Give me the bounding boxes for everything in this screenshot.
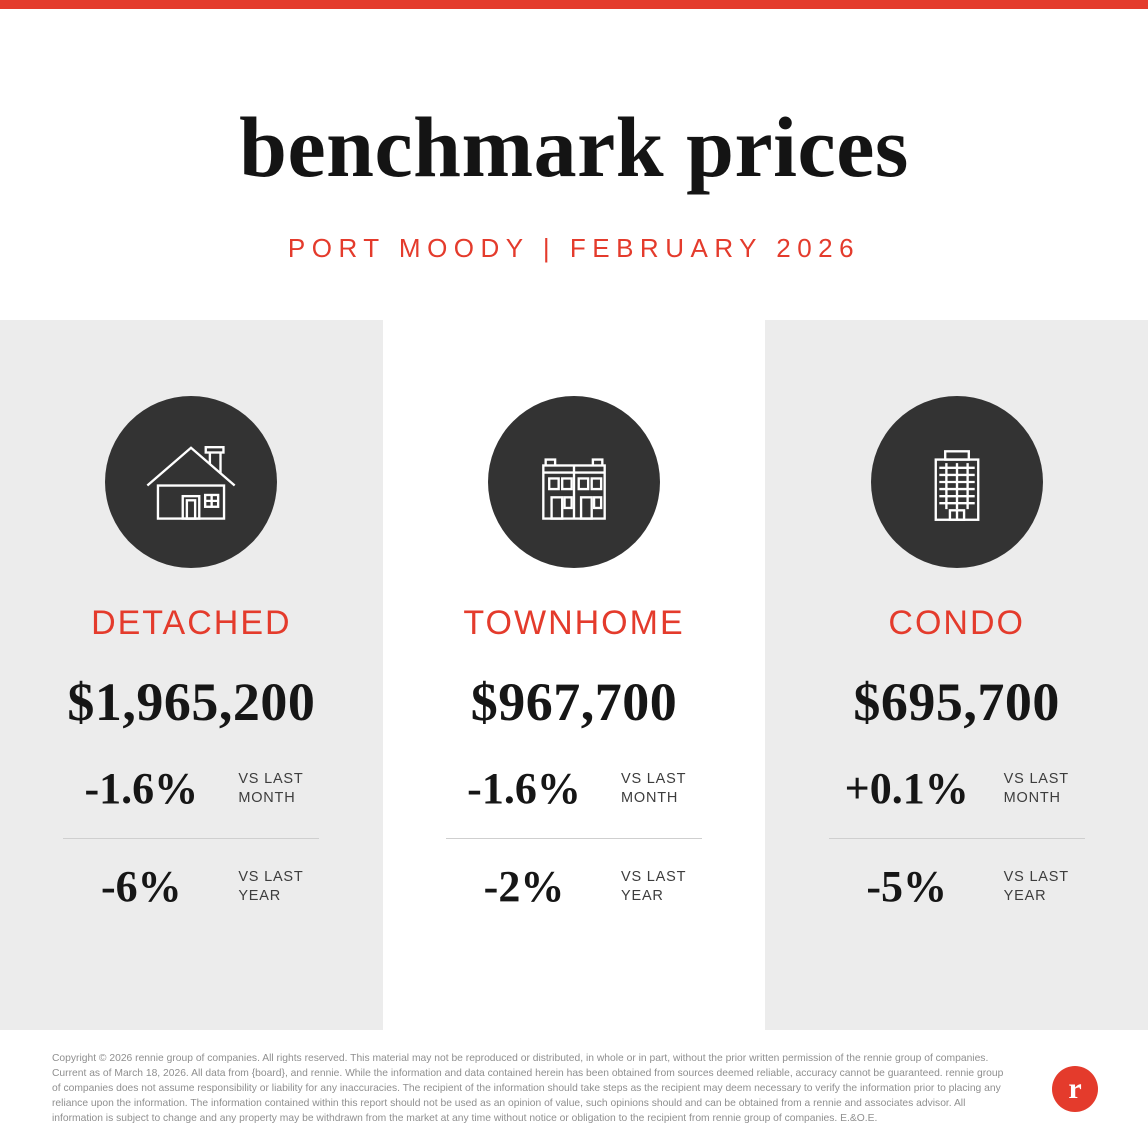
rennie-logo: r [1052, 1066, 1098, 1112]
footer: Copyright © 2026 rennie group of compani… [0, 1030, 1148, 1148]
condo-year-change-row: -5% VS LAST YEAR [765, 861, 1148, 912]
year-line: YEAR [1003, 887, 1047, 904]
townhome-month-change-row: -1.6% VS LAST MONTH [383, 763, 766, 814]
divider [828, 838, 1085, 839]
detached-benchmark-price: $1,965,200 [67, 672, 316, 732]
townhome-year-change-label: VS LAST YEAR [621, 868, 699, 906]
year-line: YEAR [621, 887, 664, 904]
condo-building-icon-art [934, 450, 980, 521]
cards-section: DETACHED $1,965,200 -1.6% VS LAST MONTH … [0, 320, 1148, 1030]
divider [63, 838, 320, 839]
detached-year-change-label: VS LAST YEAR [238, 868, 316, 906]
townhome-month-change-label: VS LAST MONTH [621, 770, 699, 808]
rennie-logo-letter: r [1068, 1072, 1082, 1105]
condo-benchmark-price: $695,700 [853, 672, 1060, 732]
detached-year-change-row: -6% VS LAST YEAR [0, 861, 383, 912]
card-condo: CONDO $695,700 +0.1% VS LAST MONTH -5% V… [765, 320, 1148, 1030]
townhome-year-change-row: -2% VS LAST YEAR [383, 861, 766, 912]
townhome-icon [488, 396, 660, 568]
year-line: YEAR [238, 887, 282, 904]
townhome-benchmark-price: $967,700 [470, 672, 678, 732]
vs-last-line: VS LAST [621, 868, 687, 885]
detached-month-change-label: VS LAST MONTH [238, 770, 316, 808]
detached-house-icon [105, 396, 278, 568]
card-label-townhome: TOWNHOME [463, 604, 685, 642]
detached-year-change-value: -6% [101, 862, 182, 911]
condo-month-change-value: +0.1% [844, 764, 969, 813]
townhome-month-change-value: -1.6% [467, 764, 581, 813]
vs-last-line: VS LAST [1003, 868, 1069, 885]
month-line: MONTH [1003, 789, 1061, 806]
card-townhome: TOWNHOME $967,700 -1.6% VS LAST MONTH -2… [382, 320, 766, 1030]
condo-year-change-value: -5% [866, 862, 947, 911]
month-line: MONTH [621, 789, 679, 806]
vs-last-line: VS LAST [238, 770, 304, 787]
card-label-condo: CONDO [888, 604, 1025, 642]
townhome-icon-art [542, 458, 606, 520]
copyright-disclaimer: Copyright © 2026 rennie group of compani… [52, 1053, 1004, 1124]
card-label-detached: DETACHED [91, 604, 292, 642]
top-accent-bar [0, 0, 1148, 9]
page-title: benchmark prices [239, 99, 909, 195]
page-subtitle: PORT MOODY | FEBRUARY 2026 [287, 233, 861, 263]
vs-last-line: VS LAST [1003, 770, 1069, 787]
condo-month-change-row: +0.1% VS LAST MONTH [765, 763, 1148, 814]
condo-year-change-label: VS LAST YEAR [1004, 868, 1082, 906]
condo-month-change-label: VS LAST MONTH [1004, 770, 1082, 808]
month-line: MONTH [238, 789, 296, 806]
detached-month-change-row: -1.6% VS LAST MONTH [0, 763, 383, 814]
vs-last-line: VS LAST [238, 868, 304, 885]
condo-building-icon [870, 396, 1043, 568]
vs-last-line: VS LAST [621, 770, 687, 787]
card-detached: DETACHED $1,965,200 -1.6% VS LAST MONTH … [0, 320, 383, 1030]
townhome-year-change-value: -2% [483, 862, 565, 911]
detached-month-change-value: -1.6% [84, 764, 199, 813]
detached-house-icon-art [146, 446, 236, 520]
divider [446, 838, 702, 839]
header: benchmark prices PORT MOODY | FEBRUARY 2… [0, 9, 1148, 320]
